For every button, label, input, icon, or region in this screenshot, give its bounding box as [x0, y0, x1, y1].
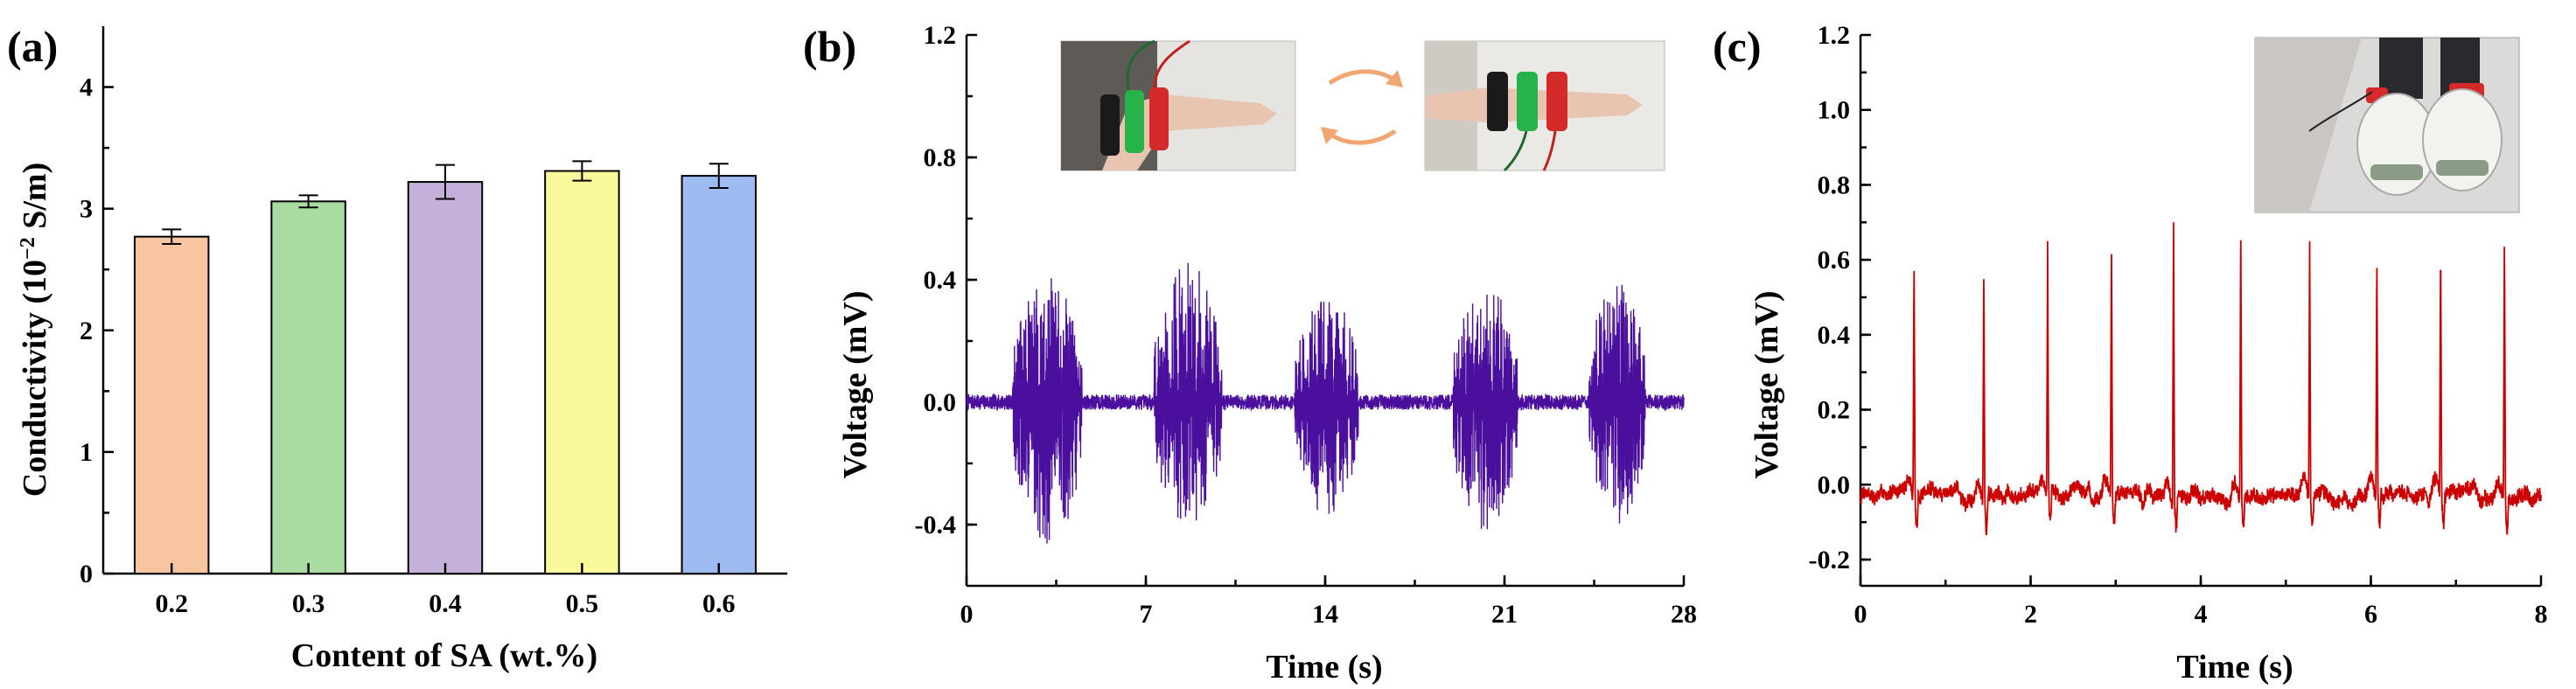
panel-c-xtick-label: 0 [1854, 600, 1867, 629]
panel-a-plot-area: 0 1 2 3 4 0.2 0.3 0.4 0.5 0.6 [80, 26, 787, 618]
panel-c-ylabel: Voltage (mV) [1749, 291, 1785, 479]
panel-c-ytick-label: 1.2 [1818, 21, 1851, 50]
panel-a-xtick-label: 0.3 [292, 589, 325, 618]
panel-c-ytick-label: 0.8 [1818, 171, 1851, 199]
panel-a-ytick-label: 2 [80, 317, 93, 345]
panel-a-label: (a) [7, 22, 58, 71]
panel-b-ytick-label: -0.4 [915, 511, 957, 539]
bar [270, 200, 346, 574]
panel-b-xtick-label: 14 [1312, 600, 1338, 629]
panel-c-xtick-label: 6 [2364, 600, 2377, 629]
panel-a: (a) Conductivity (10−2 S/m) Content of S… [7, 22, 787, 674]
ecg-signal-line [1860, 222, 2542, 536]
panel-c-plot-area: 0 2 4 6 8 -0.2 0.0 0.2 0.4 0.6 0.8 1.0 1.2 [1809, 21, 2548, 629]
panel-b-ytick-label: 0.0 [924, 388, 957, 417]
panel-b-plot-area: 0 7 14 21 28 -0.4 0.0 0.4 0.8 1.2 [915, 21, 1698, 629]
panel-b-ylabel: Voltage (mV) [837, 291, 874, 479]
panel-b-label: (b) [803, 22, 856, 71]
panel-c: (c) Voltage (mV) Time (s) 0 2 4 6 8 -0.2 0.0 0.… [1713, 21, 2548, 686]
panel-b-xtick-label: 7 [1140, 600, 1153, 629]
bar [133, 235, 210, 574]
panel-c-xlabel: Time (s) [2176, 649, 2293, 686]
panel-b: (b) Voltage (mV) Time (s) 0 7 14 21 28 -0.4 0.… [803, 21, 1697, 686]
panel-c-ytick-label: 0.2 [1818, 396, 1851, 425]
panel-a-xtick-label: 0.5 [566, 589, 599, 618]
panel-b-xtick-label: 28 [1671, 600, 1697, 629]
bar [407, 181, 484, 574]
panel-b-xlabel: Time (s) [1266, 649, 1382, 686]
panel-c-ytick-label: 0.6 [1818, 246, 1851, 275]
panel-c-label: (c) [1713, 22, 1762, 71]
panel-a-ytick-label: 1 [80, 438, 93, 467]
panel-c-xtick-label: 4 [2195, 600, 2208, 629]
panel-a-xtick-label: 0.4 [429, 589, 462, 618]
shoes-photo [2254, 37, 2520, 213]
panel-b-ytick-label: 0.4 [924, 266, 957, 295]
panel-a-xtick-label: 0.6 [702, 589, 736, 618]
bar [681, 175, 757, 575]
panel-c-xtick-label: 8 [2535, 600, 2548, 629]
panel-a-xlabel: Content of SA (wt.%) [291, 637, 597, 674]
panel-c-ytick-label: 0.0 [1818, 470, 1851, 499]
emg-signal-line [966, 262, 1685, 544]
panel-b-ytick-label: 0.8 [924, 143, 957, 172]
panel-a-ylabel: Conductivity (10−2 S/m) [17, 163, 53, 497]
panel-a-ytick-label: 4 [80, 73, 93, 102]
panel-c-xtick-label: 2 [2024, 600, 2037, 629]
panel-b-xtick-label: 0 [960, 600, 974, 629]
arm-bending-photo [1060, 39, 1296, 171]
panel-c-ytick-label: -0.2 [1809, 546, 1851, 574]
bar [544, 170, 620, 574]
arm-straight-photo [1424, 40, 1665, 172]
panel-b-ytick-label: 1.2 [924, 21, 957, 50]
panel-a-ytick-label: 0 [80, 560, 93, 588]
panel-a-ytick-label: 3 [80, 195, 93, 224]
rotation-arrows-icon [1321, 69, 1403, 145]
panel-c-ytick-label: 1.0 [1818, 96, 1851, 125]
panel-b-xtick-label: 21 [1491, 600, 1518, 629]
panel-a-xtick-label: 0.2 [155, 589, 188, 618]
panel-c-ytick-label: 0.4 [1818, 321, 1851, 350]
